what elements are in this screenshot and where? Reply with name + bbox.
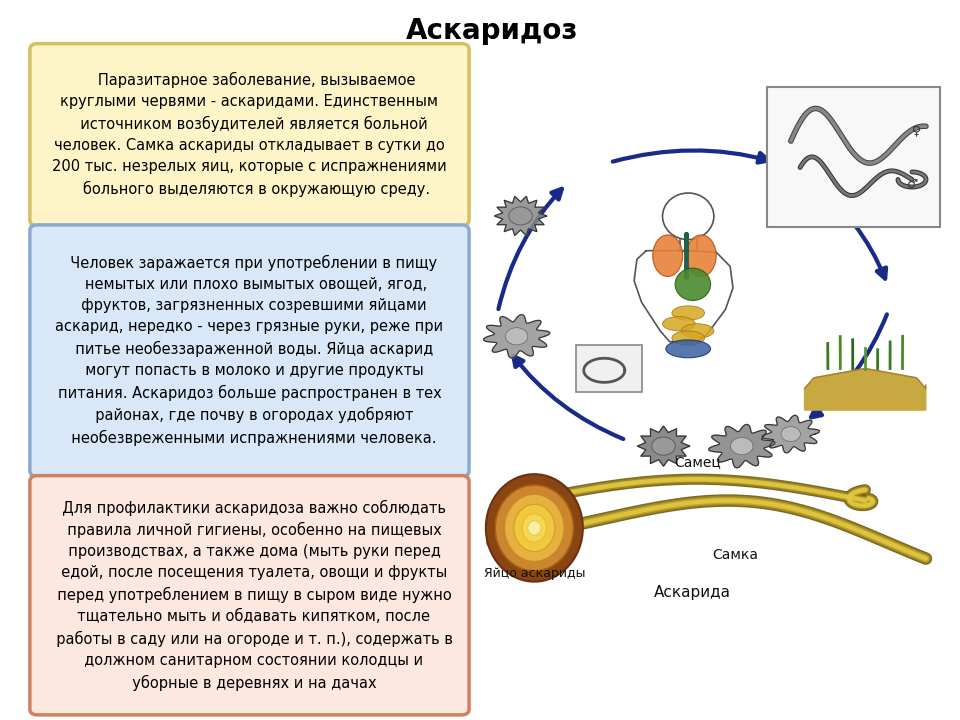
Text: Самец: Самец (674, 455, 721, 469)
Text: Для профилактики аскаридоза важно соблюдать
  правила личной гигиены, особенно н: Для профилактики аскаридоза важно соблюд… (46, 500, 452, 691)
Ellipse shape (528, 521, 540, 535)
Circle shape (509, 207, 532, 225)
Ellipse shape (666, 340, 710, 358)
Ellipse shape (522, 513, 546, 542)
Polygon shape (637, 426, 689, 466)
FancyBboxPatch shape (30, 476, 469, 715)
Polygon shape (762, 415, 820, 453)
Circle shape (731, 438, 753, 455)
Text: Паразитарное заболевание, вызываемое
круглыми червями - аскаридами. Единственным: Паразитарное заболевание, вызываемое кру… (52, 72, 446, 197)
Ellipse shape (495, 485, 573, 571)
Ellipse shape (505, 494, 564, 562)
FancyBboxPatch shape (767, 87, 940, 227)
FancyBboxPatch shape (30, 225, 469, 477)
Ellipse shape (653, 235, 683, 276)
Text: ♂: ♂ (907, 178, 919, 191)
FancyBboxPatch shape (576, 346, 641, 392)
Ellipse shape (682, 324, 714, 338)
Text: Самка: Самка (711, 548, 757, 562)
Text: ♀: ♀ (912, 124, 921, 137)
Circle shape (781, 427, 801, 441)
Text: Аскарида: Аскарида (655, 585, 732, 600)
Ellipse shape (686, 235, 716, 276)
Ellipse shape (662, 317, 695, 331)
Text: Человек заражается при употреблении в пищу
   немытых или плохо вымытых овощей, : Человек заражается при употреблении в пи… (56, 255, 444, 446)
Ellipse shape (672, 306, 705, 320)
Text: Яйцо аскариды: Яйцо аскариды (484, 567, 585, 580)
Circle shape (505, 328, 528, 345)
Ellipse shape (514, 504, 555, 552)
Polygon shape (484, 315, 550, 358)
Circle shape (652, 437, 675, 455)
FancyBboxPatch shape (30, 44, 469, 225)
Ellipse shape (675, 269, 710, 300)
Polygon shape (804, 369, 925, 410)
Ellipse shape (486, 474, 583, 582)
Ellipse shape (672, 331, 705, 346)
Text: Аскаридоз: Аскаридоз (406, 17, 579, 45)
Polygon shape (494, 197, 546, 235)
Polygon shape (708, 425, 775, 468)
